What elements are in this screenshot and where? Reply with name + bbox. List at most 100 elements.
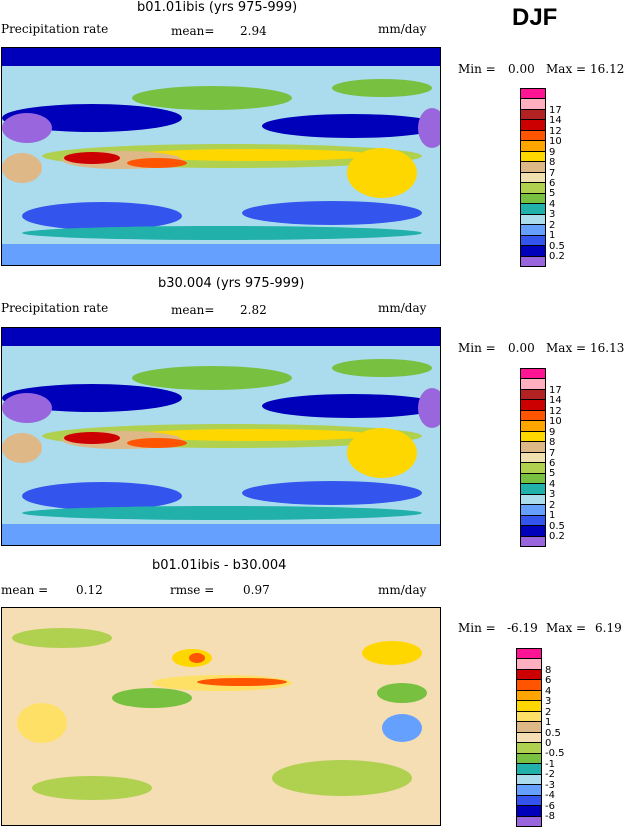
colorbar-tick-label: 8 (545, 664, 552, 676)
colorbar-tick-label: 12 (549, 125, 562, 137)
field-land-convection (347, 428, 417, 478)
colorbar-tick-label: 10 (549, 416, 562, 428)
colorbar-tick-label: 12 (549, 405, 562, 417)
panel-3-colorbar: -8 -6 -4 -3 -2 -1 -0.5 0 0.5 1 2 3 4 6 8 (516, 648, 606, 827)
field-dry-zone (2, 113, 52, 143)
field-storm-track (132, 366, 292, 390)
field-negative (272, 760, 412, 796)
field-dry-zone (262, 394, 440, 418)
field-itcz-core (127, 158, 187, 168)
panel-3-mean-label: mean = (1, 583, 49, 597)
panel-1-title: b01.01ibis (yrs 975-999) (137, 0, 298, 15)
colorbar-tick-label: 0.5 (545, 727, 561, 739)
colorbar-tick-label: 6 (545, 675, 552, 687)
panel-2-mean-label: mean= (171, 303, 215, 317)
panel-1-max-value: 16.12 (590, 62, 625, 76)
panel-2-min-label: Min = (458, 341, 496, 355)
colorbar-tick-label: -4 (545, 790, 555, 802)
panel-1-max-label: Max = (546, 62, 587, 76)
field-dry-zone (418, 108, 440, 148)
colorbar-tick-label: 3 (549, 209, 556, 221)
panel-3-min-value: -6.19 (507, 621, 538, 635)
colorbar-tick-label: 1 (549, 510, 556, 522)
panel-3-rmse-label: rmse = (170, 583, 215, 597)
field-band (2, 328, 440, 346)
colorbar-tick-label: 6 (549, 458, 556, 469)
field-itcz-core (64, 152, 120, 164)
field-dry-zone (418, 388, 440, 428)
field-dry-zone (242, 481, 422, 505)
panel-1-mean-value: 2.94 (240, 24, 267, 38)
panel-3-min-label: Min = (458, 621, 496, 635)
panel-1-mean-label: mean= (171, 24, 215, 38)
colorbar-tick-label: 5 (549, 468, 556, 480)
colorbar-swatch (520, 255, 546, 267)
field-negative (32, 776, 152, 800)
field-itcz-core (64, 432, 120, 444)
colorbar-swatch (516, 815, 542, 827)
field-positive (362, 641, 422, 665)
season-label: DJF (512, 4, 558, 31)
colorbar-tick-label: 9 (549, 426, 556, 438)
field-itcz (132, 149, 372, 161)
field-storm-track (22, 226, 422, 240)
colorbar-tick-label: 2 (549, 499, 556, 511)
colorbar-tick-label: 4 (549, 198, 556, 210)
colorbar-tick-label: -3 (545, 779, 555, 791)
colorbar-tick-label: -6 (545, 800, 555, 812)
colorbar-tick-label: 2 (549, 219, 556, 231)
colorbar-tick-label: -2 (545, 769, 555, 781)
panel-1-map (1, 47, 441, 266)
field-land-convection (347, 148, 417, 198)
colorbar-tick-label: 14 (549, 115, 562, 127)
panel-2-colorbar: 0.2 0.5 1 2 3 4 5 6 7 8 9 10 12 14 17 (520, 368, 600, 547)
field-negative (377, 683, 427, 703)
field-storm-track (332, 359, 432, 377)
panel-2-field (2, 328, 440, 545)
panel-2-title: b30.004 (yrs 975-999) (158, 276, 305, 291)
panel-2-units: mm/day (378, 301, 427, 315)
panel-2-mean-value: 2.82 (240, 303, 267, 317)
colorbar-tick-label: 10 (549, 136, 562, 148)
panel-2-max-value: 16.13 (590, 341, 625, 355)
colorbar-swatch (520, 535, 546, 547)
panel-3-units: mm/day (378, 583, 427, 597)
field-dry-zone (22, 482, 182, 510)
colorbar-tick-label: 0 (545, 738, 552, 749)
colorbar-tick-label: 3 (545, 696, 552, 708)
colorbar-tick-label: 8 (549, 157, 556, 169)
colorbar-tick-label: 1 (549, 230, 556, 242)
field-itcz (132, 429, 372, 441)
panel-1-colorbar: 0.2 0.5 1 2 3 4 5 6 7 8 9 10 12 14 17 (520, 88, 600, 267)
field-storm-track (332, 79, 432, 97)
colorbar-tick-label: 7 (549, 167, 556, 179)
field-negative (382, 714, 422, 742)
panel-2-min-value: 0.00 (508, 341, 535, 355)
panel-3-max-label: Max = (546, 621, 587, 635)
field-dry-zone (22, 202, 182, 230)
field-positive (197, 678, 287, 686)
field-dry-zone (242, 201, 422, 225)
panel-3-max-value: 6.19 (595, 621, 622, 635)
field-dry-zone (262, 114, 440, 138)
colorbar-tick-label: 3 (549, 489, 556, 501)
panel-2-max-label: Max = (546, 341, 587, 355)
field-land-convection (2, 153, 42, 183)
field-negative (112, 688, 192, 708)
panel-1-field (2, 48, 440, 265)
colorbar-tick-label: 0.5 (549, 520, 565, 532)
colorbar-tick-label: 17 (549, 384, 562, 396)
colorbar-tick-label: 0.2 (549, 531, 565, 543)
colorbar-tick-label: 14 (549, 395, 562, 407)
panel-2-variable-label: Precipitation rate (1, 301, 109, 315)
field-land-convection (2, 433, 42, 463)
panel-3-field (2, 608, 440, 825)
colorbar-tick-label: 2 (545, 706, 552, 718)
panel-2-map (1, 327, 441, 546)
panel-3-map (1, 607, 441, 826)
panel-1-min-value: 0.00 (508, 62, 535, 76)
field-band (2, 524, 440, 545)
colorbar-tick-label: 9 (549, 146, 556, 158)
panel-1-variable-label: Precipitation rate (1, 22, 109, 36)
field-band (2, 244, 440, 265)
